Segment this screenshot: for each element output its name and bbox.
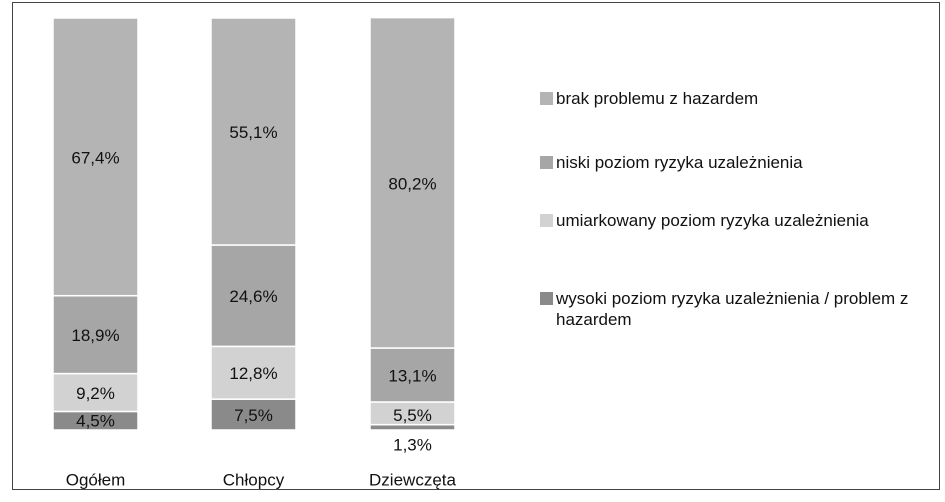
data-label: 24,6%: [229, 287, 277, 306]
legend-label: niski poziom ryzyka uzależnienia: [556, 153, 803, 172]
legend-item: wysoki poziom ryzyka uzależnienia / prob…: [540, 288, 930, 330]
legend-item: umiarkowany poziom ryzyka uzależnienia: [540, 210, 870, 288]
x-tick-label: Chłopcy: [223, 470, 285, 489]
bar-segment: [210, 345, 297, 400]
legend-swatch: [540, 92, 553, 105]
data-label: 9,2%: [76, 384, 115, 403]
legend-item: brak problemu z hazardem: [540, 88, 930, 152]
x-tick-label: Dziewczęta: [369, 470, 456, 489]
legend-label: wysoki poziom ryzyka uzależnienia / prob…: [556, 289, 909, 329]
data-label: 7,5%: [234, 406, 273, 425]
legend-swatch: [540, 292, 553, 305]
legend-label: brak problemu z hazardem: [556, 89, 759, 108]
data-label: 80,2%: [388, 174, 436, 193]
data-label: 12,8%: [229, 364, 277, 383]
data-label: 55,1%: [229, 123, 277, 142]
data-label: 4,5%: [76, 411, 115, 430]
data-label: 1,3%: [393, 435, 432, 454]
bar-segment: [52, 17, 139, 297]
x-tick-label: Ogółem: [66, 470, 126, 489]
bar-segment: [369, 16, 456, 349]
data-label: 67,4%: [71, 148, 119, 167]
bar-segment: [210, 244, 297, 348]
legend-swatch: [540, 214, 553, 227]
legend: brak problemu z hazardem niski poziom ryz…: [540, 88, 930, 330]
bar-segment: [369, 423, 456, 431]
bar-segment: [52, 294, 139, 375]
data-label: 13,1%: [388, 366, 436, 385]
data-label: 18,9%: [71, 326, 119, 345]
legend-label: umiarkowany poziom ryzyka uzależnienia: [556, 211, 869, 230]
legend-swatch: [540, 156, 553, 169]
legend-item: niski poziom ryzyka uzależnienia: [540, 152, 930, 210]
bar-segment: [210, 17, 297, 246]
data-label: 5,5%: [393, 406, 432, 425]
chart-border: [12, 2, 940, 490]
